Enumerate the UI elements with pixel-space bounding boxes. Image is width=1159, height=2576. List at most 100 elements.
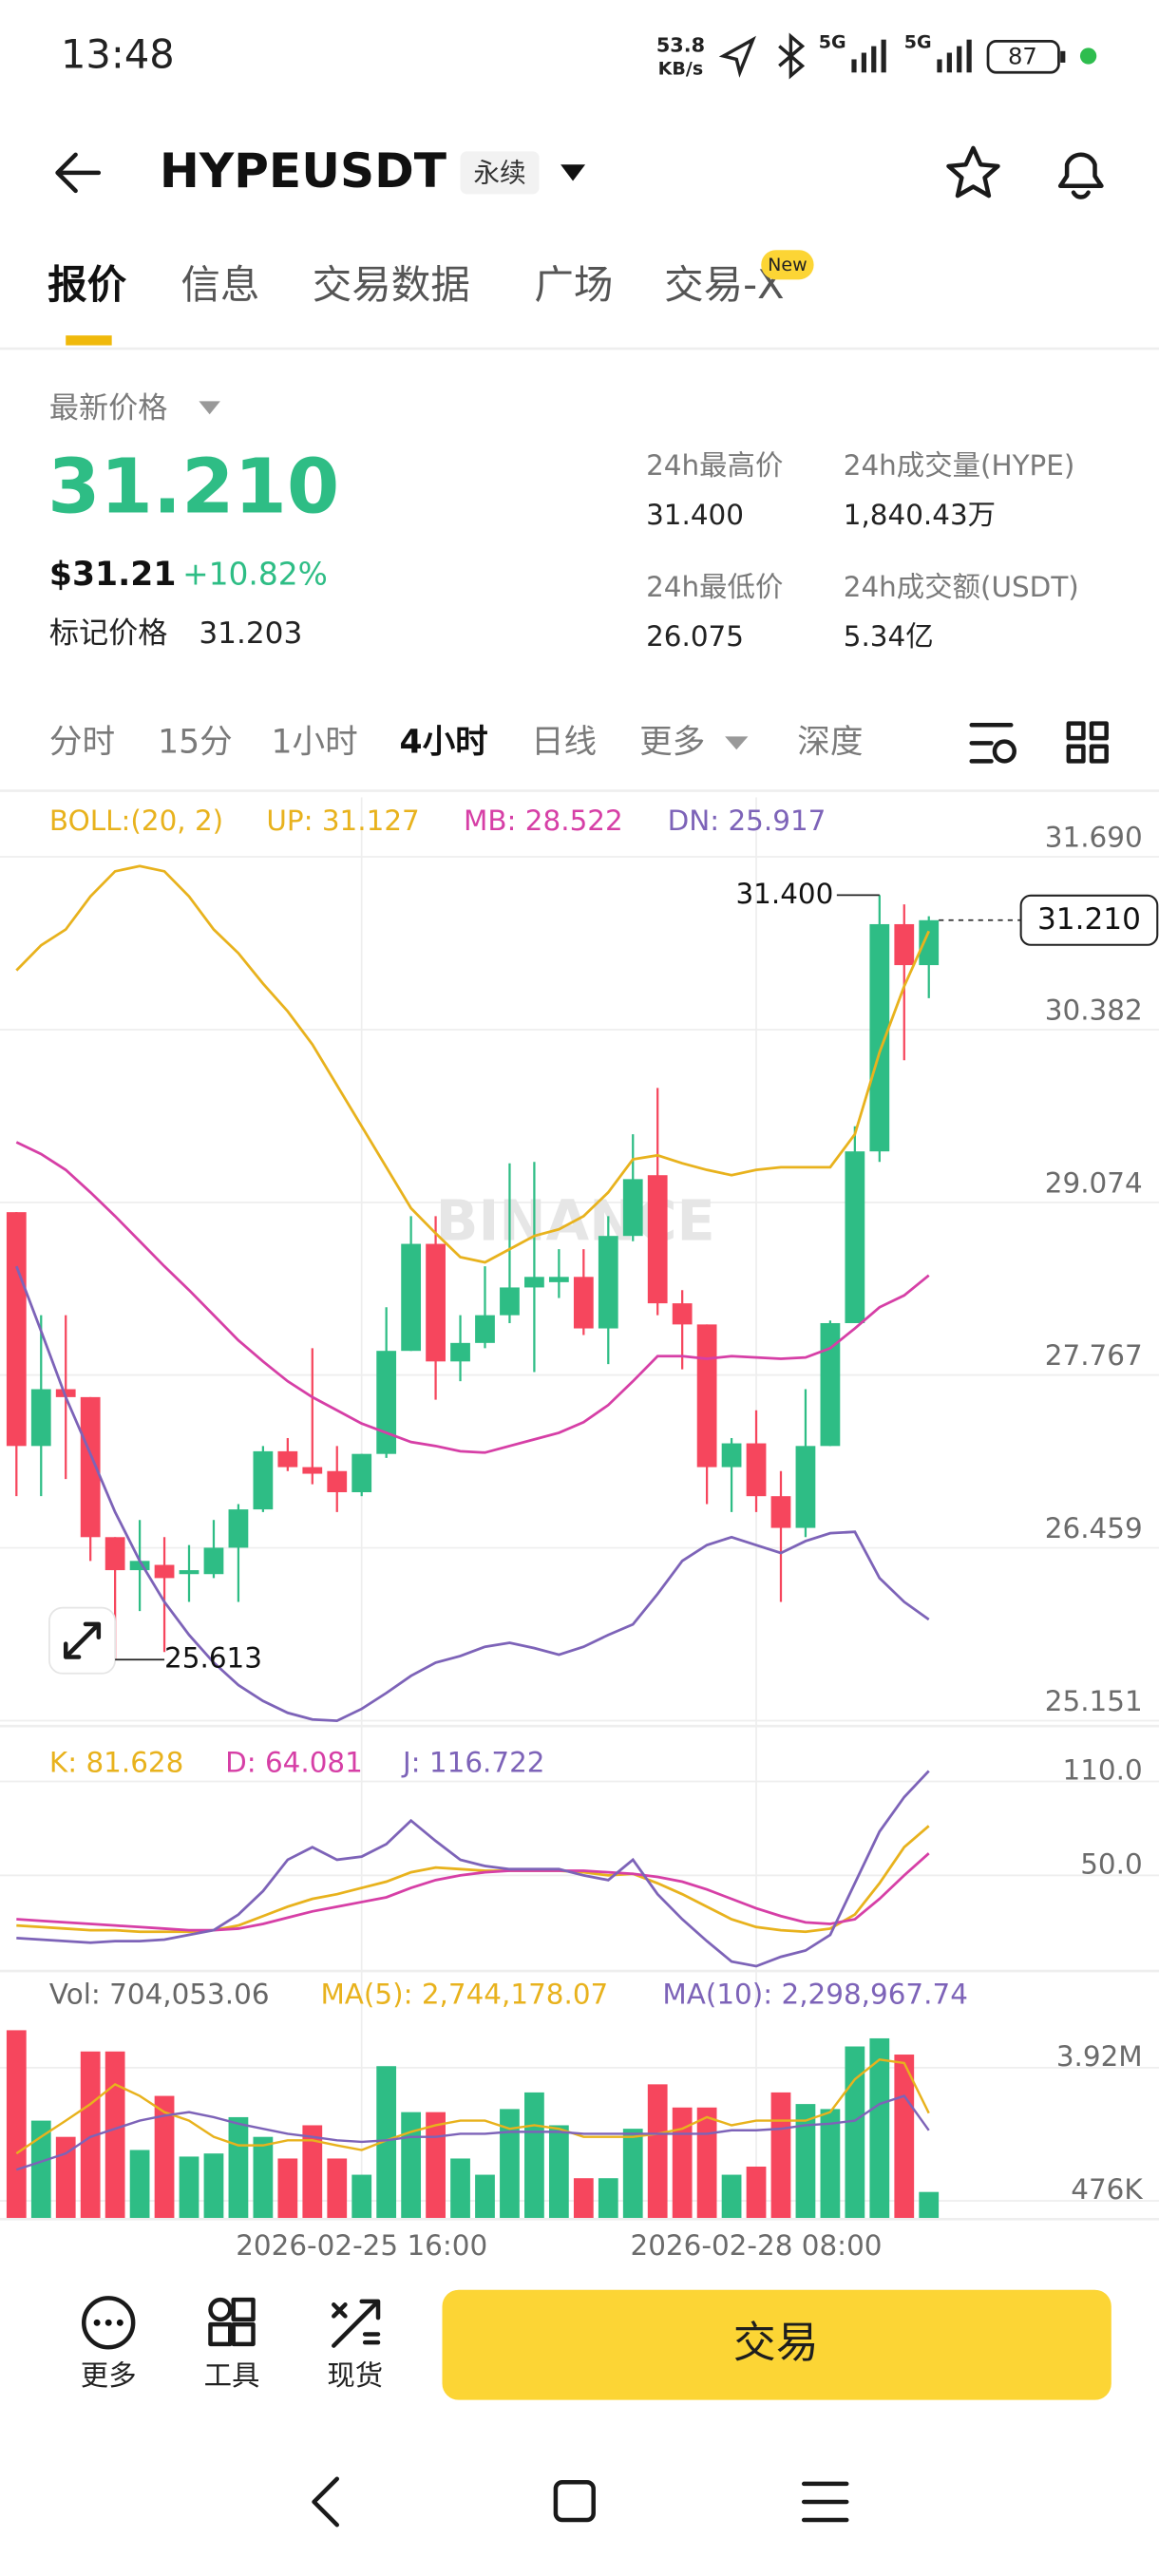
tab[interactable]: 信息	[180, 261, 259, 308]
candle-body	[919, 919, 940, 966]
x-tick-label: 2026-02-25 16:00	[236, 2229, 487, 2262]
legend-entry: MB: 28.522	[464, 805, 623, 837]
trade-button[interactable]	[442, 2289, 1112, 2400]
candle-body	[104, 1537, 125, 1571]
stat-title: 24h成交额(USDT)	[844, 571, 1079, 603]
volume-bar	[203, 2153, 224, 2220]
timeframe[interactable]: 分时	[49, 723, 115, 761]
tools-button[interactable]	[208, 2297, 256, 2347]
candle-body	[795, 1446, 816, 1528]
candle-body	[647, 1175, 668, 1304]
battery-icon	[986, 40, 1060, 74]
bottom-label[interactable]: 现货	[327, 2359, 383, 2392]
volume-bar	[277, 2158, 298, 2220]
symbol[interactable]: HYPEUSDT	[160, 142, 446, 199]
volume-bar	[869, 2037, 890, 2220]
y-tick-label: 50.0	[1080, 1848, 1142, 1881]
layout-button[interactable]	[1066, 721, 1109, 764]
favorite-button[interactable]	[946, 145, 1000, 199]
y-tick-label: 110.0	[1063, 1754, 1143, 1787]
stat-title: 24h最低价	[646, 571, 783, 603]
volume-bar	[302, 2125, 323, 2220]
volume-bar	[696, 2107, 717, 2220]
candle-body	[327, 1470, 348, 1493]
timeframe[interactable]: 更多	[639, 723, 705, 761]
trade-button-label[interactable]: 交易	[733, 2318, 819, 2368]
tab[interactable]: 报价	[48, 261, 127, 308]
y-tick-label: 476K	[1071, 2173, 1143, 2206]
more-button[interactable]	[82, 2296, 136, 2350]
legend-entry: J: 116.722	[401, 1746, 545, 1778]
volume-bar	[770, 2092, 791, 2220]
timeframe[interactable]: 日线	[531, 723, 597, 761]
grid	[0, 797, 1159, 2220]
timeframe[interactable]: 1小时	[272, 723, 358, 761]
volume-bar	[894, 2055, 915, 2220]
series-line	[15, 1265, 930, 1723]
mark-price-title: 标记价格	[49, 616, 168, 651]
high-label: 31.400	[735, 878, 833, 910]
y-tick-label: 3.92M	[1056, 2040, 1143, 2073]
legend-entry: Vol: 704,053.06	[49, 1978, 270, 2010]
expand-button[interactable]	[48, 1606, 116, 1675]
legend-entry: UP: 31.127	[266, 805, 419, 837]
y-tick-label: 29.074	[1045, 1166, 1143, 1199]
tab[interactable]: 交易数据	[313, 261, 470, 308]
new-badge-text: New	[768, 255, 807, 275]
alert-button[interactable]	[1057, 152, 1104, 199]
candle-body	[228, 1509, 249, 1548]
candle-body	[475, 1315, 495, 1343]
symbol-dropdown[interactable]	[560, 164, 586, 181]
usd-price: $31.21	[49, 556, 177, 594]
series-line	[15, 2058, 930, 2155]
tab[interactable]: 广场	[534, 261, 613, 308]
last-price-title[interactable]: 最新价格	[49, 391, 168, 426]
volume-bar	[598, 2178, 618, 2220]
volume-bar	[426, 2112, 446, 2220]
volume-bar	[573, 2178, 594, 2220]
volume-bar	[401, 2112, 422, 2220]
dropdown-icon	[725, 736, 749, 750]
series-line	[16, 1770, 930, 1968]
timeframe[interactable]: 15分	[158, 723, 233, 761]
candle-body	[820, 1322, 841, 1447]
volume-bar	[179, 2156, 200, 2220]
candle-body	[352, 1453, 372, 1493]
back-button[interactable]	[55, 152, 102, 194]
volume-bar	[154, 2095, 175, 2220]
volume-bar	[104, 2051, 125, 2220]
spot-button[interactable]	[332, 2299, 381, 2348]
candle-body	[376, 1351, 397, 1454]
candle-body	[500, 1287, 520, 1316]
nav-menu[interactable]	[801, 2481, 849, 2523]
net-speed: 53.8	[656, 34, 705, 57]
volume-bar	[55, 2136, 76, 2220]
candle-body	[721, 1443, 742, 1468]
nav-home[interactable]	[553, 2479, 596, 2523]
series-line	[16, 1852, 930, 1932]
candle-body	[55, 1389, 76, 1397]
nav-back[interactable]	[312, 2476, 340, 2528]
status-dot	[1079, 47, 1097, 65]
candle-body	[277, 1450, 298, 1468]
bottom-label[interactable]: 更多	[81, 2359, 137, 2392]
series-line	[15, 2094, 930, 2171]
net-unit: KB/s	[658, 58, 704, 79]
low-label: 25.613	[164, 1642, 262, 1675]
stat-title: 24h成交量(HYPE)	[844, 449, 1075, 482]
candle-body	[622, 1179, 643, 1237]
indicator-settings[interactable]	[969, 723, 1016, 764]
candle-body	[598, 1236, 618, 1329]
last-price: 31.210	[48, 443, 339, 531]
volume-bar	[919, 2191, 940, 2220]
stat-value: 31.400	[646, 499, 744, 531]
timeframe[interactable]: 深度	[797, 723, 863, 761]
timeframe[interactable]: 4小时	[400, 723, 488, 761]
candle-body	[524, 1277, 544, 1288]
signal-icon	[937, 39, 972, 73]
mark-price: 31.203	[199, 616, 302, 651]
stat-value: 5.34亿	[844, 620, 934, 653]
legend-entry: MA(5): 2,744,178.07	[320, 1978, 608, 2010]
bottom-label[interactable]: 工具	[204, 2359, 260, 2392]
